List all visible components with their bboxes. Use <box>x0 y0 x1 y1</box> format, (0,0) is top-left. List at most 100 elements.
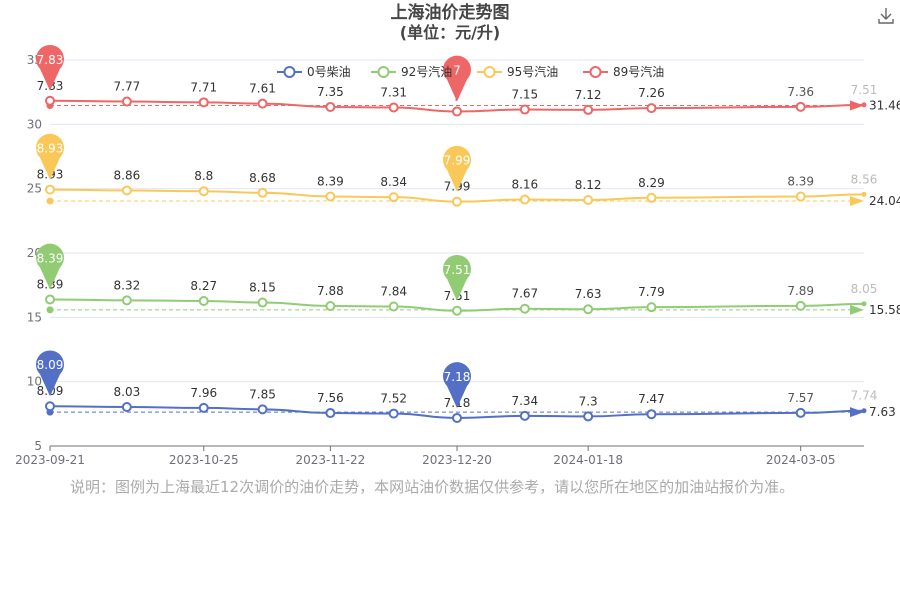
data-label: 7.56 <box>317 391 344 405</box>
data-point <box>45 95 55 106</box>
series-line <box>49 298 865 312</box>
legend-marker <box>483 66 496 78</box>
data-point <box>325 408 336 419</box>
min-marker-label: 7.99 <box>444 154 471 168</box>
data-point <box>257 297 268 308</box>
data-point <box>452 305 462 316</box>
data-point <box>45 184 55 195</box>
data-label: 8.27 <box>190 279 217 293</box>
x-tick-label: 2023-09-21 <box>15 453 85 467</box>
x-tick-label: 2024-03-05 <box>766 453 836 467</box>
legend[interactable]: 0号柴油 92号汽油 95号汽油 89号汽油 <box>277 64 664 79</box>
series-2: 24.04 8.93 8.86 8.8 8.68 8.39 8.34 7.99 8.16 8.12… <box>36 133 900 208</box>
data-label: 8.29 <box>638 176 665 190</box>
data-label: 7.84 <box>380 285 407 299</box>
max-marker-label: 8.39 <box>37 251 64 265</box>
x-tick-label: 2023-12-20 <box>422 453 492 467</box>
data-label: 7.35 <box>317 85 344 99</box>
data-point <box>861 102 867 108</box>
data-label: 8.56 <box>851 172 878 186</box>
legend-item-1[interactable]: 92号汽油 <box>371 64 452 79</box>
data-point <box>388 301 399 312</box>
chart-title: 上海油价走势图 <box>390 3 510 23</box>
series-layer: 7.63 8.09 8.03 7.96 7.85 7.56 7.52 7.18 7.34 7.3 7… <box>36 44 900 423</box>
series-line <box>49 188 865 203</box>
data-point <box>121 185 132 196</box>
max-marker-label: 8.09 <box>37 358 64 372</box>
max-marker: 8.39 <box>36 243 65 290</box>
legend-item-3[interactable]: 89号汽油 <box>583 64 664 79</box>
data-point <box>452 196 462 207</box>
data-label: 8.39 <box>317 175 344 189</box>
data-point <box>861 191 867 197</box>
data-point <box>646 302 657 313</box>
data-point <box>583 104 594 115</box>
x-tick-label: 2023-11-22 <box>296 453 366 467</box>
max-marker-label: 7.83 <box>37 53 64 67</box>
legend-item-2[interactable]: 95号汽油 <box>477 64 558 79</box>
data-label: 7.61 <box>249 82 276 96</box>
max-marker: 7.83 <box>36 44 64 91</box>
data-label: 7.51 <box>851 83 878 97</box>
data-point <box>198 186 209 197</box>
data-point <box>583 304 594 315</box>
data-point <box>861 301 867 307</box>
max-marker-label: 8.93 <box>37 142 64 156</box>
legend-label: 89号汽油 <box>613 64 664 79</box>
max-marker-shape <box>36 133 65 180</box>
series-3: 31.46 7.83 7.77 7.71 7.61 7.35 7.31 7 7.15 7.12 7.… <box>36 44 900 117</box>
data-label: 8.86 <box>114 168 141 182</box>
average-label: 31.46 <box>869 99 900 113</box>
y-tick-label: 25 <box>27 182 42 196</box>
data-label: 8.8 <box>194 169 213 183</box>
min-marker-shape <box>443 362 472 408</box>
y-tick-label: 15 <box>27 310 42 324</box>
y-tick-label: 10 <box>27 375 42 389</box>
data-label: 8.12 <box>575 178 602 192</box>
data-label: 8.15 <box>249 281 276 295</box>
data-label: 7.89 <box>787 284 814 298</box>
legend-marker <box>589 66 602 78</box>
average-label: 7.63 <box>869 405 896 419</box>
data-label: 7.77 <box>114 80 141 94</box>
max-marker: 8.09 <box>36 350 65 397</box>
data-point <box>257 187 268 198</box>
legend-item-0[interactable]: 0号柴油 <box>277 65 351 79</box>
data-point <box>583 194 594 205</box>
data-label: 8.03 <box>114 385 141 399</box>
legend-marker <box>283 66 296 78</box>
average-arrow <box>850 407 864 418</box>
data-point <box>121 402 132 413</box>
min-marker: 7.51 <box>443 254 472 301</box>
data-label: 7.57 <box>787 391 814 405</box>
data-point <box>325 101 336 112</box>
min-marker-label: 7.18 <box>444 370 471 384</box>
download-icon[interactable] <box>876 6 896 26</box>
data-point <box>795 300 806 311</box>
data-label: 7.31 <box>380 85 407 99</box>
data-label: 7.15 <box>511 88 538 102</box>
series-line <box>49 99 865 113</box>
data-label: 7.3 <box>579 394 598 408</box>
legend-label: 95号汽油 <box>507 64 558 79</box>
max-marker-shape <box>36 44 64 91</box>
min-marker: 7 <box>443 55 472 102</box>
data-point <box>583 411 594 422</box>
data-point <box>198 295 209 306</box>
data-label: 8.39 <box>787 175 814 189</box>
data-point <box>646 103 657 114</box>
legend-label: 0号柴油 <box>307 65 351 79</box>
data-label: 7.85 <box>249 387 276 401</box>
data-point <box>519 303 530 314</box>
data-point <box>257 404 268 415</box>
min-marker-label: 7.51 <box>444 263 471 277</box>
x-tick-label: 2023-10-25 <box>169 453 239 467</box>
data-label: 7.71 <box>190 80 217 94</box>
average-start-dot <box>46 306 54 314</box>
average-start-dot <box>46 197 54 205</box>
data-point <box>795 407 806 418</box>
data-label: 7.67 <box>511 287 538 301</box>
min-marker-shape <box>443 254 472 301</box>
data-point <box>325 301 336 312</box>
